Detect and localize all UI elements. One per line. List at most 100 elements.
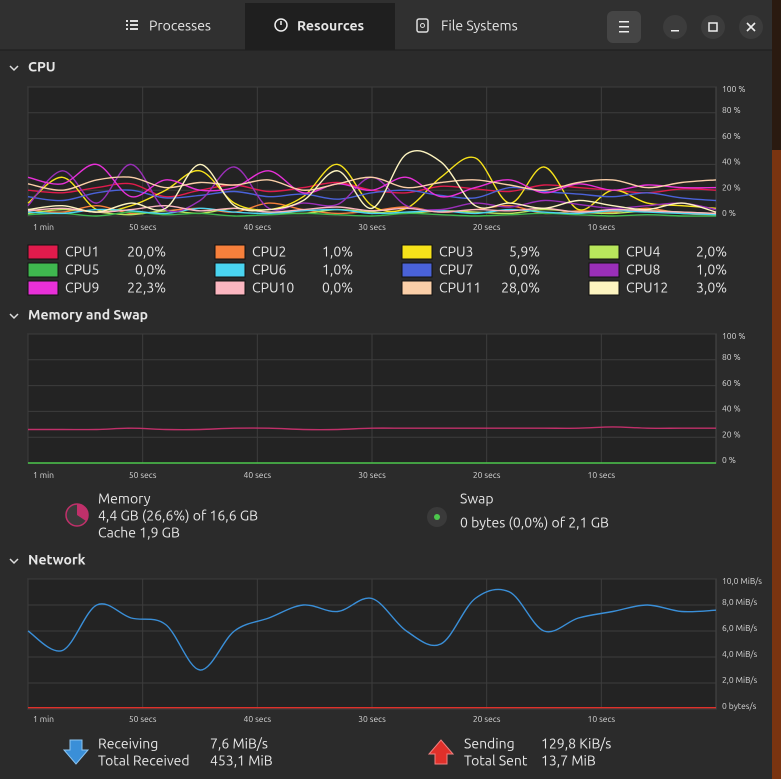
desktop-edge-top — [772, 0, 781, 150]
x-tick-label: 50 secs — [129, 714, 157, 724]
legend-name: CPU7 — [439, 262, 473, 278]
y-tick-label: 60 % — [722, 131, 741, 141]
x-tick-label: 10 secs — [588, 470, 616, 480]
x-tick-label: 30 secs — [358, 470, 386, 480]
legend-name: CPU9 — [65, 280, 99, 296]
y-tick-label: 10,0 MiB/s — [722, 576, 762, 586]
legend-reading: 0,0% — [322, 280, 353, 296]
send-icon — [427, 739, 455, 765]
expander[interactable] — [9, 65, 19, 72]
y-tick-label: 80 % — [722, 352, 741, 362]
y-tick-label: 4,0 MiB/s — [722, 649, 757, 659]
button-bg — [701, 15, 725, 39]
tab-label: Resources — [297, 18, 365, 34]
legend-swatch — [401, 244, 433, 260]
series-line — [27, 163, 717, 198]
disk-icon-dot — [420, 23, 425, 28]
minimize-button[interactable] — [663, 15, 687, 39]
swap-usage: 0 bytes (0,0%) of 2,1 GB — [460, 515, 609, 531]
series-line — [27, 186, 717, 202]
x-tick-label: 10 secs — [588, 714, 616, 724]
hamburger-icon — [619, 21, 629, 33]
y-tick-label: 0 % — [722, 208, 736, 218]
x-tick-label: 20 secs — [473, 714, 501, 724]
memory-cache: Cache 1,9 GB — [98, 525, 180, 541]
section-title: Network — [28, 552, 86, 568]
x-tick-label: 1 min — [33, 470, 54, 480]
legend-swatch — [214, 244, 246, 260]
y-tick-label: 20 % — [722, 182, 741, 192]
x-tick-label: 20 secs — [473, 222, 501, 232]
y-tick-label: 80 % — [722, 105, 741, 115]
memory-icon-slice — [77, 504, 88, 521]
legend-reading: 22,3% — [127, 280, 166, 296]
legend-name: CPU8 — [626, 262, 661, 278]
y-tick-label: 2,0 MiB/s — [722, 675, 757, 685]
receiving-label: Receiving — [98, 736, 158, 752]
legend-name: CPU11 — [439, 280, 481, 296]
memory-usage: 4,4 GB (26,6%) of 16,6 GB — [98, 508, 258, 524]
series-line — [27, 204, 717, 215]
series-line — [27, 176, 717, 191]
total-sent-value: 13,7 MiB — [541, 753, 596, 769]
swap-label: Swap — [460, 491, 494, 507]
legend-name: CPU12 — [626, 280, 668, 296]
x-tick-label: 40 secs — [244, 222, 272, 232]
receiving-rate: 7,6 MiB/s — [210, 736, 268, 752]
x-tick-label: 1 min — [33, 222, 54, 232]
legend-swatch — [401, 262, 433, 278]
y-tick-label: 40 % — [722, 157, 741, 167]
x-tick-label: 10 secs — [588, 222, 616, 232]
legend-swatch — [214, 280, 246, 296]
minimize-icon — [671, 30, 679, 32]
tab-processes[interactable]: Processes — [126, 18, 211, 34]
y-tick-label: 60 % — [722, 378, 741, 388]
legend-swatch — [588, 280, 620, 296]
legend-reading: 5,9% — [509, 244, 540, 260]
series-line — [28, 426, 716, 431]
y-tick-label: 100 % — [722, 331, 745, 341]
tab-file-systems[interactable]: File Systems — [416, 18, 518, 34]
close-icon — [746, 22, 756, 32]
legend-reading: 0,0% — [509, 262, 540, 278]
close-button[interactable] — [739, 15, 763, 39]
legend-swatch — [588, 244, 620, 260]
tab-resources[interactable]: Resources — [274, 18, 365, 34]
tab-label: Processes — [149, 18, 211, 34]
y-tick-label: 40 % — [722, 404, 741, 414]
sending-label: Sending — [464, 736, 515, 752]
expander[interactable] — [9, 558, 19, 565]
memory-label: Memory — [98, 491, 151, 507]
legend-name: CPU5 — [65, 262, 99, 278]
menu-button[interactable] — [607, 11, 641, 43]
legend-swatch — [588, 262, 620, 278]
disk-icon — [416, 18, 429, 33]
y-tick-label: 8,0 MiB/s — [722, 597, 757, 607]
section-title: CPU — [28, 59, 56, 75]
x-tick-label: 1 min — [33, 714, 54, 724]
legend-swatch — [214, 262, 246, 278]
x-tick-label: 20 secs — [473, 470, 501, 480]
legend-name: CPU6 — [252, 262, 287, 278]
swap-icon-dot — [434, 514, 440, 520]
legend-reading: 0,0% — [135, 262, 166, 278]
legend-reading: 2,0% — [696, 244, 727, 260]
sending-rate: 129,8 KiB/s — [541, 736, 611, 752]
legend-name: CPU3 — [439, 244, 473, 260]
legend-reading: 1,0% — [322, 262, 353, 278]
expander[interactable] — [9, 313, 19, 320]
legend-reading: 3,0% — [696, 280, 727, 296]
gauge-icon — [274, 18, 288, 32]
x-tick-label: 30 secs — [358, 714, 386, 724]
active-tab-bg — [245, 3, 395, 50]
legend-name: CPU4 — [626, 244, 661, 260]
y-tick-label: 6,0 MiB/s — [722, 623, 757, 633]
legend-reading: 28,0% — [501, 280, 540, 296]
maximize-button[interactable] — [701, 15, 725, 39]
legend-name: CPU1 — [65, 244, 99, 260]
x-tick-label: 30 secs — [358, 222, 386, 232]
series-line — [27, 207, 717, 216]
series-line — [27, 211, 717, 217]
series-line — [27, 588, 717, 671]
